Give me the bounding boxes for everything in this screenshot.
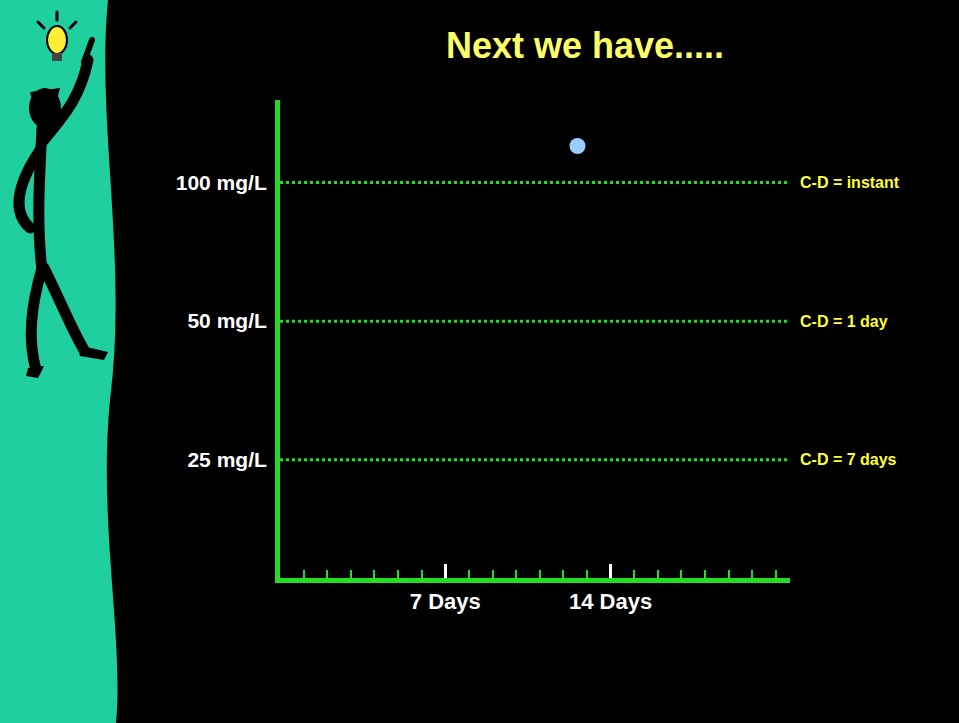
svg-text:C-D = instant: C-D = instant: [800, 174, 900, 191]
svg-text:7 Days: 7 Days: [410, 589, 481, 614]
svg-text:Next we have.....: Next we have.....: [446, 25, 724, 66]
svg-text:25 mg/L: 25 mg/L: [187, 448, 267, 471]
svg-text:100 mg/L: 100 mg/L: [176, 171, 267, 194]
svg-text:50 mg/L: 50 mg/L: [187, 309, 267, 332]
svg-text:C-D = 7 days: C-D = 7 days: [800, 451, 897, 468]
svg-text:C-D = 1 day: C-D = 1 day: [800, 313, 888, 330]
svg-text:14 Days: 14 Days: [569, 589, 652, 614]
